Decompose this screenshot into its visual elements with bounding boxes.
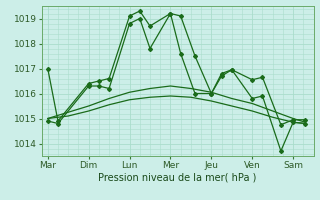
X-axis label: Pression niveau de la mer( hPa ): Pression niveau de la mer( hPa ) [99,173,257,183]
